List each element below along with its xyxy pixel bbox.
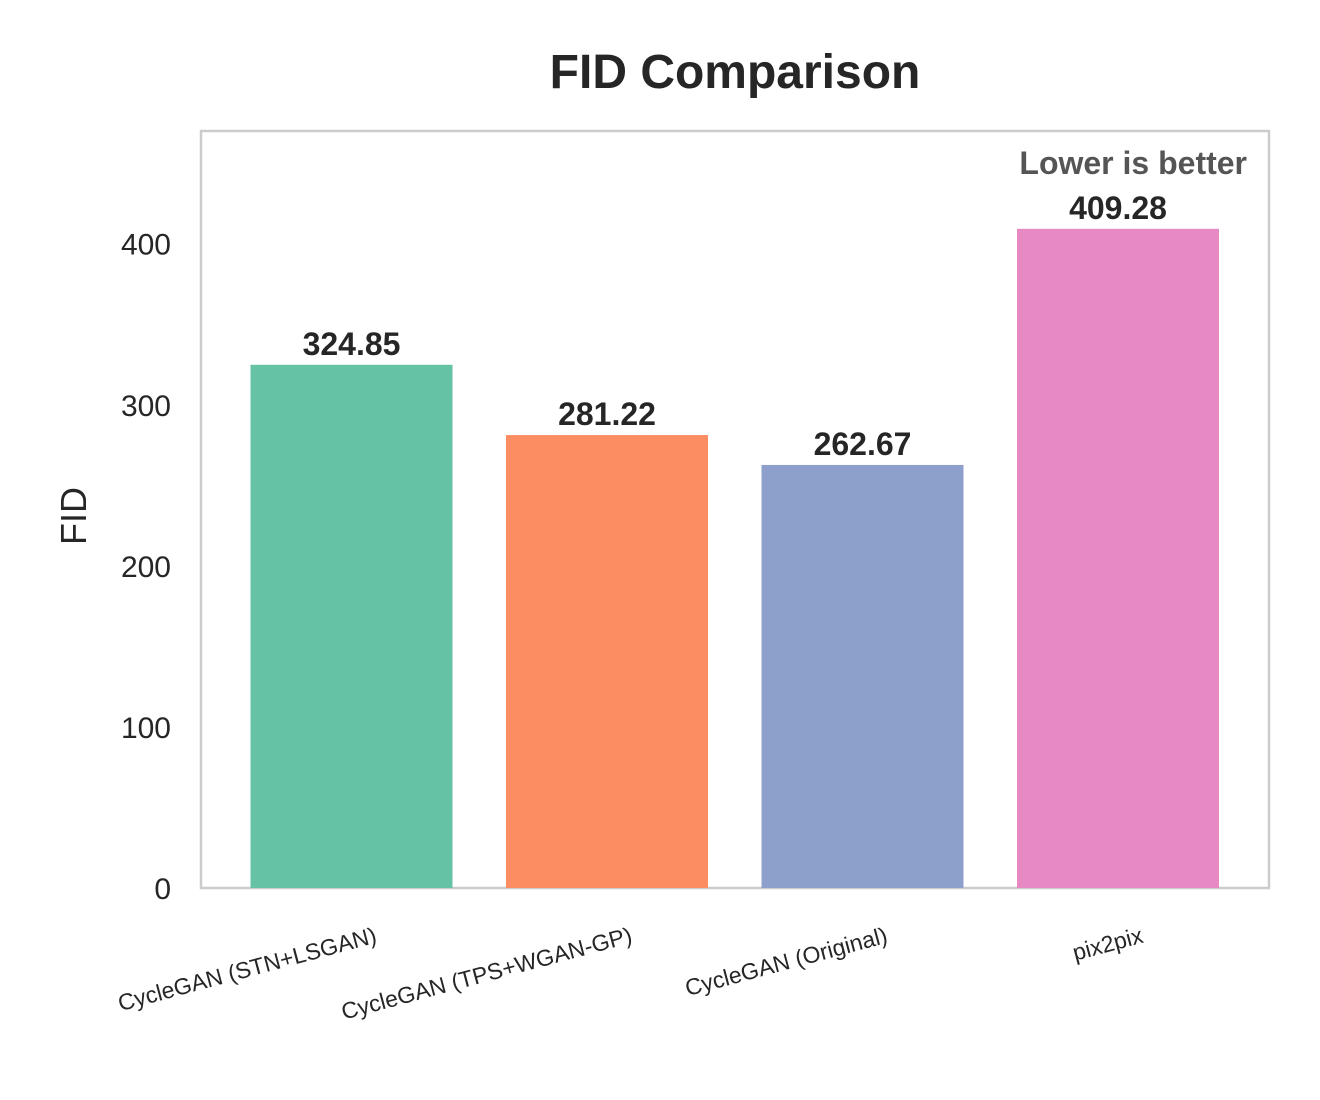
bar-cyclegan-tps-wgan-gp bbox=[506, 435, 708, 888]
value-label-cyclegan-tps-wgan-gp: 281.22 bbox=[558, 396, 656, 432]
y-axis-label: FID bbox=[53, 487, 94, 545]
x-axis-category-labels: CycleGAN (STN+LSGAN)CycleGAN (TPS+WGAN-G… bbox=[115, 922, 1146, 1025]
x-tick-label-cyclegan-tps-wgan-gp: CycleGAN (TPS+WGAN-GP) bbox=[338, 922, 634, 1025]
bar-cyclegan-stn-lsgan bbox=[250, 364, 453, 888]
value-label-cyclegan-original: 262.67 bbox=[814, 426, 912, 462]
lower-is-better-annotation: Lower is better bbox=[1019, 145, 1247, 181]
y-tick-label-100: 100 bbox=[121, 712, 171, 745]
plot-area-frame bbox=[199, 129, 1271, 890]
y-tick-label-0: 0 bbox=[154, 873, 171, 906]
x-tick-label-cyclegan-original: CycleGAN (Original) bbox=[682, 922, 890, 1001]
bar-pix2pix bbox=[1017, 228, 1219, 888]
x-tick-label-pix2pix: pix2pix bbox=[1070, 922, 1146, 966]
y-axis-ticks: 0 100 200 300 400 bbox=[121, 229, 171, 906]
bar-cyclegan-original bbox=[761, 464, 964, 888]
bars-group bbox=[250, 228, 1219, 888]
chart-title: FID Comparison bbox=[550, 46, 921, 99]
value-labels-group: 324.85 281.22 262.67 409.28 bbox=[303, 190, 1167, 462]
y-tick-label-300: 300 bbox=[121, 390, 171, 423]
y-tick-label-400: 400 bbox=[121, 229, 171, 262]
value-label-cyclegan-stn-lsgan: 324.85 bbox=[303, 326, 401, 362]
value-label-pix2pix: 409.28 bbox=[1069, 190, 1167, 226]
y-tick-label-200: 200 bbox=[121, 551, 171, 584]
